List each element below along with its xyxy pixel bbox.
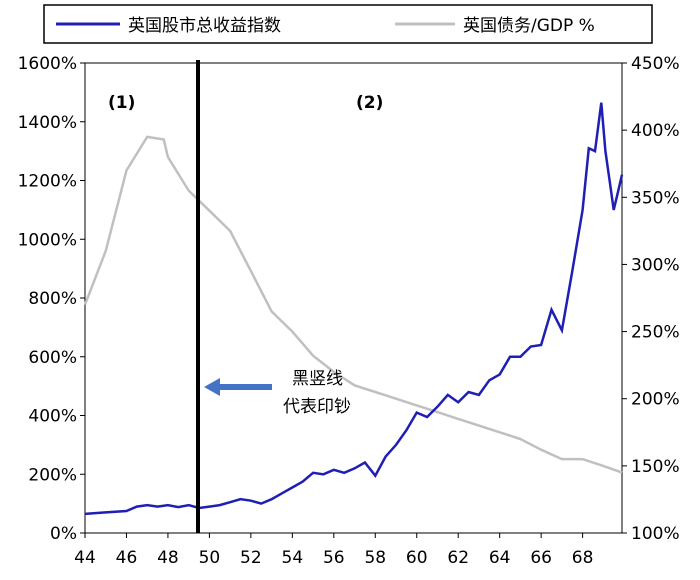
right-tick-label: 350%	[631, 188, 680, 208]
right-tick-label: 450%	[631, 54, 680, 74]
right-tick-label: 200%	[631, 390, 680, 410]
left-tick-label: 1000%	[18, 230, 77, 250]
right-tick-label: 150%	[631, 457, 680, 477]
right-tick-label: 100%	[631, 524, 680, 544]
right-tick-label: 300%	[631, 255, 680, 275]
x-axis-ticks: 44 46 48 50 52 54 56 58 60 62 64 66 68	[74, 533, 593, 568]
x-tick-label: 46	[116, 548, 138, 568]
x-tick-label: 44	[74, 548, 96, 568]
left-tick-label: 1200%	[18, 172, 77, 192]
left-tick-label: 0%	[50, 524, 77, 544]
left-tick-label: 200%	[28, 465, 77, 485]
right-axis-ticks: 100% 150% 200% 250% 300% 350% 400% 450%	[622, 54, 680, 544]
x-tick-label: 64	[489, 548, 511, 568]
x-tick-label: 58	[364, 548, 386, 568]
annotation-line-1: 黑竖线	[292, 369, 343, 389]
annotation-line-2: 代表印钞	[283, 397, 351, 417]
left-tick-label: 1600%	[18, 54, 77, 74]
legend-label-stock: 英国股市总收益指数	[128, 16, 281, 36]
phase-label-1: (1)	[108, 93, 135, 113]
x-tick-label: 66	[530, 548, 552, 568]
x-tick-label: 48	[157, 548, 179, 568]
left-tick-label: 600%	[28, 348, 77, 368]
x-tick-label: 54	[282, 548, 304, 568]
x-tick-label: 56	[323, 548, 345, 568]
x-tick-label: 60	[406, 548, 428, 568]
phase-label-2: (2)	[356, 93, 383, 113]
series-line-stock	[84, 102, 624, 516]
x-tick-label: 52	[240, 548, 262, 568]
left-tick-label: 800%	[28, 289, 77, 309]
series-line-debt	[83, 135, 623, 474]
left-axis-ticks: 0% 200% 400% 600% 800% 1000% 1200% 1400% 1600%	[18, 54, 85, 544]
x-tick-label: 68	[572, 548, 594, 568]
right-tick-label: 400%	[631, 121, 680, 141]
left-tick-label: 400%	[28, 407, 77, 427]
left-tick-label: 1400%	[18, 113, 77, 133]
annotation-arrow-head	[204, 378, 220, 396]
legend-box	[43, 4, 653, 44]
x-tick-label: 50	[199, 548, 221, 568]
right-tick-label: 250%	[631, 323, 680, 343]
legend-label-debt: 英国债务/GDP %	[463, 16, 595, 36]
plot-area	[84, 62, 623, 534]
x-tick-label: 62	[447, 548, 469, 568]
